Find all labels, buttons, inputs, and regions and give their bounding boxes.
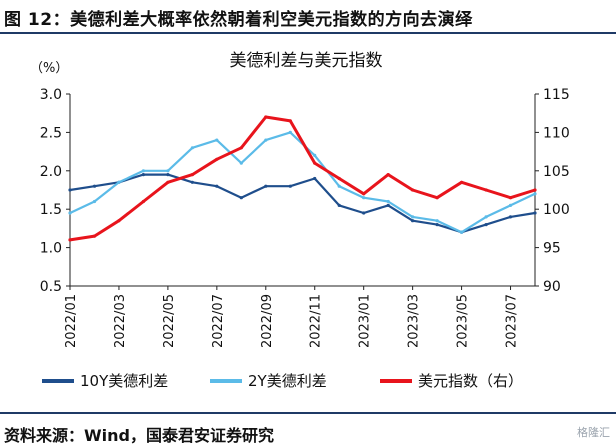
data-point: [92, 199, 97, 204]
data-point: [288, 130, 292, 134]
figure-title: 图 12：美德利差大概率依然朝着利空美元指数的方向去演绎: [4, 10, 473, 30]
data-point: [141, 199, 145, 204]
data-point: [533, 188, 537, 192]
left-tick-label: 1.5: [40, 202, 62, 218]
left-tick-label: 1.0: [40, 241, 62, 257]
data-point: [92, 234, 97, 238]
data-point: [264, 115, 268, 119]
x-tick-label: 2023/07: [505, 294, 520, 348]
x-tick-label: 2022/03: [113, 294, 128, 348]
x-tick-label: 2022/07: [211, 294, 226, 348]
data-point: [68, 188, 72, 192]
data-point: [215, 138, 219, 142]
data-point: [435, 196, 439, 200]
data-point: [190, 146, 194, 150]
data-point: [166, 180, 170, 184]
data-point: [239, 161, 243, 165]
data-point: [533, 211, 537, 215]
right-tick-label: 95: [543, 241, 561, 257]
data-point: [68, 211, 72, 215]
data-point: [190, 180, 194, 184]
data-point: [190, 173, 194, 177]
legend-label: 2Y美德利差: [248, 372, 327, 390]
data-point: [337, 176, 341, 181]
data-point: [386, 199, 390, 204]
data-point: [362, 196, 366, 200]
data-point: [313, 176, 317, 181]
left-tick-label: 0.5: [40, 279, 62, 295]
chart-title: 美德利差与美元指数: [230, 51, 383, 71]
data-point: [215, 157, 219, 161]
x-tick-label: 2023/03: [407, 294, 422, 348]
data-point: [411, 188, 415, 192]
data-point: [166, 169, 170, 173]
data-point: [460, 230, 464, 234]
data-point: [337, 184, 341, 188]
data-point: [411, 219, 415, 223]
data-point: [92, 184, 97, 188]
legend-label: 10Y美德利差: [80, 372, 168, 390]
watermark-logo: 格隆汇: [577, 426, 610, 439]
data-point: [264, 138, 268, 142]
right-tick-label: 115: [543, 87, 570, 103]
left-tick-label: 3.0: [40, 87, 62, 103]
x-tick-label: 2023/01: [358, 294, 373, 348]
data-point: [362, 192, 366, 196]
data-point: [239, 196, 243, 200]
x-tick-label: 2022/09: [260, 294, 275, 348]
data-point: [386, 203, 390, 207]
data-point: [313, 161, 317, 165]
data-point: [484, 215, 488, 219]
data-point: [288, 184, 292, 188]
data-point: [533, 192, 537, 196]
data-point: [508, 196, 513, 200]
series-line-dxy: [68, 115, 537, 242]
x-tick-label: 2022/01: [64, 294, 79, 348]
data-point: [484, 223, 488, 227]
source-note: 资料来源：Wind，国泰君安证券研究: [4, 426, 274, 445]
data-point: [435, 223, 439, 227]
left-tick-label: 2.0: [40, 164, 62, 180]
figure-header: 图 12：美德利差大概率依然朝着利空美元指数的方向去演绎: [0, 0, 616, 34]
data-point: [484, 188, 488, 192]
chart-area: 美德利差与美元指数 （%） 3.0 2.5 2.0 1.5 1.0 0.5 115 110 105 1…: [0, 36, 616, 408]
data-point: [508, 215, 513, 219]
data-point: [362, 211, 366, 215]
left-axis-unit: （%）: [30, 61, 68, 76]
right-tick-label: 105: [543, 164, 570, 180]
data-point: [68, 238, 72, 242]
figure-footer: 资料来源：Wind，国泰君安证券研究 格隆汇: [0, 412, 616, 448]
data-point: [264, 184, 268, 188]
data-point: [141, 169, 145, 173]
data-point: [386, 173, 390, 177]
dual-axis-line-chart: 美德利差与美元指数 （%） 3.0 2.5 2.0 1.5 1.0 0.5 115 110 105 1…: [30, 51, 570, 390]
x-tick-label: 2022/05: [162, 294, 177, 348]
data-point: [239, 146, 243, 150]
data-point: [288, 119, 292, 123]
data-point: [435, 219, 439, 223]
left-tick-label: 2.5: [40, 125, 62, 141]
x-tick-label: 2022/11: [309, 294, 324, 348]
data-point: [411, 215, 415, 219]
data-point: [460, 180, 464, 184]
x-tick-label: 2023/05: [456, 294, 471, 348]
data-point: [117, 219, 121, 223]
data-point: [313, 153, 317, 157]
data-point: [337, 203, 341, 207]
right-tick-label: 110: [543, 125, 570, 141]
legend-label: 美元指数（右）: [418, 372, 523, 390]
data-point: [117, 180, 121, 184]
right-tick-label: 100: [543, 202, 570, 218]
data-point: [166, 173, 170, 177]
right-tick-label: 90: [543, 279, 561, 295]
data-point: [215, 184, 219, 188]
data-point: [141, 173, 145, 177]
data-point: [508, 203, 513, 207]
